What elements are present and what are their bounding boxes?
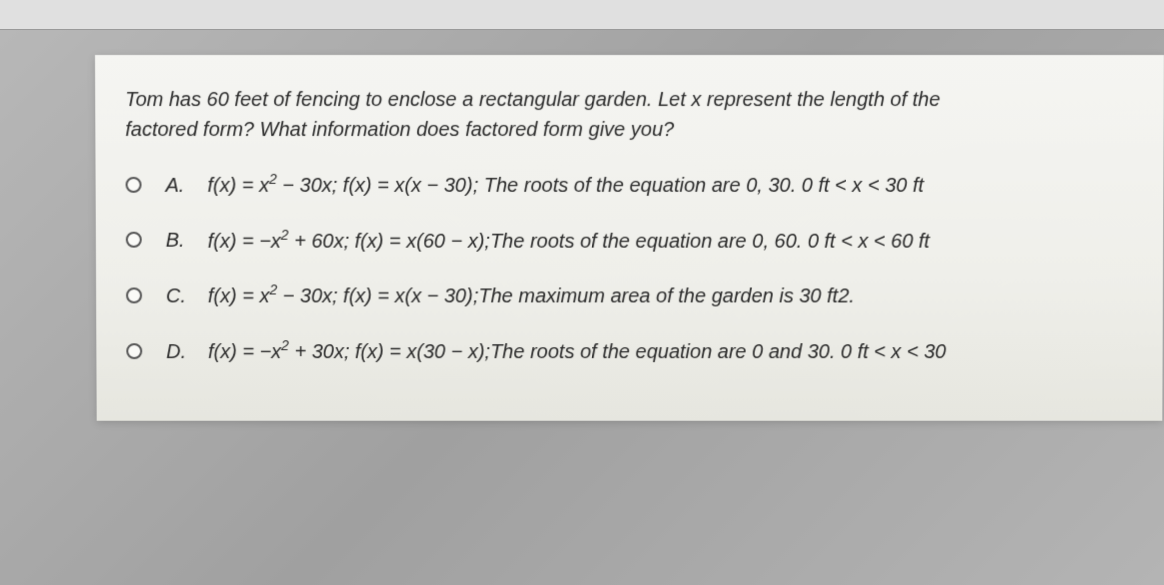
opt-d-suffix: + 30x; f(x) = x(30 − x);The roots of the…	[289, 341, 946, 363]
top-bar	[0, 0, 1164, 30]
option-b[interactable]: B. f(x) = −x2 + 60x; f(x) = x(60 − x);Th…	[126, 224, 1143, 256]
question-card: Tom has 60 feet of fencing to enclose a …	[95, 55, 1164, 420]
radio-d[interactable]	[126, 343, 142, 359]
question-line2: factored form? What information does fac…	[125, 119, 674, 141]
option-content-b: f(x) = −x2 + 60x; f(x) = x(60 − x);The r…	[208, 224, 1144, 256]
option-letter-d: D.	[166, 341, 190, 364]
option-letter-c: C.	[166, 285, 190, 308]
option-content-a: f(x) = x2 − 30x; f(x) = x(x − 30); The r…	[207, 169, 1143, 201]
opt-d-prefix: f(x) = −x	[208, 341, 281, 363]
radio-a[interactable]	[126, 177, 142, 193]
opt-c-suffix: − 30x; f(x) = x(x − 30);The maximum area…	[277, 285, 854, 307]
option-a[interactable]: A. f(x) = x2 − 30x; f(x) = x(x − 30); Th…	[126, 169, 1144, 201]
option-content-d: f(x) = −x2 + 30x; f(x) = x(30 − x);The r…	[208, 335, 1143, 366]
opt-b-prefix: f(x) = −x	[208, 230, 281, 252]
option-d[interactable]: D. f(x) = −x2 + 30x; f(x) = x(30 − x);Th…	[126, 335, 1143, 366]
opt-b-suffix: + 60x; f(x) = x(60 − x);The roots of the…	[289, 230, 930, 252]
option-letter-a: A.	[165, 175, 189, 198]
option-letter-b: B.	[166, 230, 190, 253]
opt-a-suffix: − 30x; f(x) = x(x − 30); The roots of th…	[277, 175, 924, 197]
opt-d-exp: 2	[281, 337, 289, 353]
opt-a-prefix: f(x) = x	[207, 175, 269, 197]
radio-b[interactable]	[126, 232, 142, 248]
opt-c-prefix: f(x) = x	[208, 285, 270, 307]
option-content-c: f(x) = x2 − 30x; f(x) = x(x − 30);The ma…	[208, 280, 1143, 312]
question-prompt: Tom has 60 feet of fencing to enclose a …	[125, 85, 1144, 145]
option-c[interactable]: C. f(x) = x2 − 30x; f(x) = x(x − 30);The…	[126, 280, 1143, 312]
question-line1: Tom has 60 feet of fencing to enclose a …	[125, 89, 940, 111]
radio-c[interactable]	[126, 288, 142, 304]
